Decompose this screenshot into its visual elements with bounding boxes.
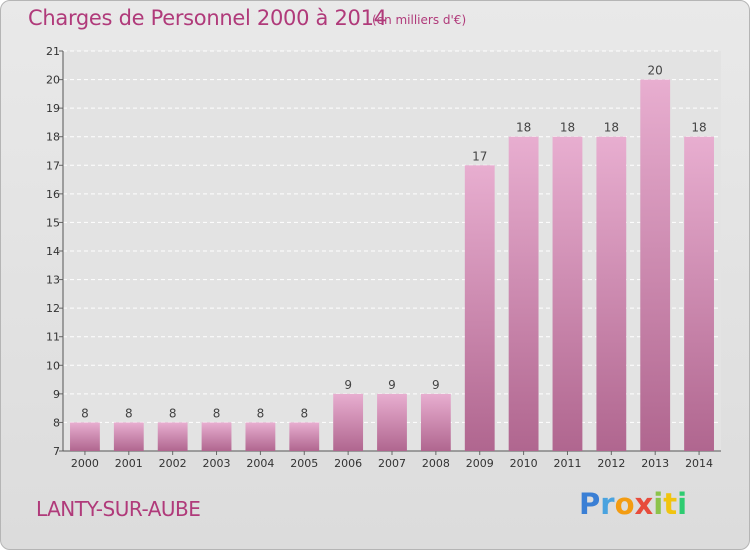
bar-2008 bbox=[420, 393, 451, 451]
x-tick-label: 2014 bbox=[685, 457, 713, 470]
bar-2003 bbox=[201, 422, 232, 451]
y-tick-label: 11 bbox=[46, 331, 60, 344]
data-label: 8 bbox=[81, 406, 89, 420]
x-tick-label: 2002 bbox=[159, 457, 187, 470]
chart-title: Charges de Personnel 2000 à 2014 bbox=[28, 6, 387, 30]
logo-letter: o bbox=[614, 487, 635, 521]
x-tick-label: 2010 bbox=[510, 457, 538, 470]
bar-2009 bbox=[464, 165, 495, 452]
data-label: 8 bbox=[169, 406, 177, 420]
data-label: 17 bbox=[472, 149, 487, 163]
bar-2006 bbox=[333, 393, 364, 451]
data-label: 8 bbox=[125, 406, 133, 420]
data-label: 18 bbox=[560, 121, 575, 135]
y-tick-label: 15 bbox=[46, 216, 60, 229]
bar-2011 bbox=[552, 136, 583, 451]
y-tick-label: 14 bbox=[46, 245, 60, 258]
x-tick-label: 2008 bbox=[422, 457, 450, 470]
x-tick-label: 2005 bbox=[290, 457, 318, 470]
proxiti-logo: Proxiti bbox=[579, 487, 687, 521]
bar-2010 bbox=[508, 136, 539, 451]
bar-2014 bbox=[684, 136, 714, 451]
bar-2002 bbox=[157, 422, 188, 451]
y-tick-label: 16 bbox=[46, 188, 60, 201]
logo-letter: t bbox=[663, 487, 678, 521]
data-label: 8 bbox=[257, 406, 265, 420]
logo-letter: i bbox=[653, 487, 664, 521]
bar-2007 bbox=[377, 393, 407, 451]
y-tick-label: 18 bbox=[46, 131, 60, 144]
data-label: 9 bbox=[432, 378, 440, 392]
data-label: 18 bbox=[516, 121, 531, 135]
data-label: 8 bbox=[213, 406, 221, 420]
x-tick-label: 2003 bbox=[203, 457, 231, 470]
y-tick-label: 20 bbox=[46, 74, 60, 87]
x-tick-label: 2006 bbox=[334, 457, 362, 470]
bar-2005 bbox=[289, 422, 320, 451]
data-label: 18 bbox=[604, 121, 619, 135]
chart-subtitle: (en milliers d'€) bbox=[372, 13, 467, 27]
y-tick-label: 7 bbox=[53, 445, 60, 458]
data-label: 18 bbox=[691, 121, 706, 135]
x-tick-label: 2012 bbox=[597, 457, 625, 470]
logo-letter: P bbox=[579, 487, 601, 521]
data-label: 8 bbox=[300, 406, 308, 420]
y-tick-label: 21 bbox=[46, 45, 60, 58]
x-tick-label: 2011 bbox=[553, 457, 581, 470]
y-tick-label: 13 bbox=[46, 274, 60, 287]
bar-2004 bbox=[245, 422, 276, 451]
x-tick-label: 2007 bbox=[378, 457, 406, 470]
bar-2012 bbox=[596, 136, 627, 451]
commune-name: LANTY-SUR-AUBE bbox=[36, 497, 201, 521]
bar-2000 bbox=[70, 422, 100, 451]
data-label: 9 bbox=[388, 378, 396, 392]
x-tick-label: 2004 bbox=[246, 457, 274, 470]
data-label: 20 bbox=[648, 64, 663, 78]
bar-2001 bbox=[113, 422, 144, 451]
y-tick-label: 17 bbox=[46, 159, 60, 172]
y-tick-label: 10 bbox=[46, 359, 60, 372]
y-tick-label: 12 bbox=[46, 302, 60, 315]
x-tick-label: 2000 bbox=[71, 457, 99, 470]
x-tick-label: 2013 bbox=[641, 457, 669, 470]
logo-letter: r bbox=[600, 487, 615, 521]
y-tick-label: 19 bbox=[46, 102, 60, 115]
data-label: 9 bbox=[344, 378, 352, 392]
bar-2013 bbox=[640, 79, 671, 452]
logo-letter: i bbox=[677, 487, 688, 521]
x-tick-label: 2001 bbox=[115, 457, 143, 470]
y-tick-label: 9 bbox=[53, 388, 60, 401]
logo-letter: x bbox=[634, 487, 654, 521]
x-tick-label: 2009 bbox=[466, 457, 494, 470]
y-tick-label: 8 bbox=[53, 416, 60, 429]
